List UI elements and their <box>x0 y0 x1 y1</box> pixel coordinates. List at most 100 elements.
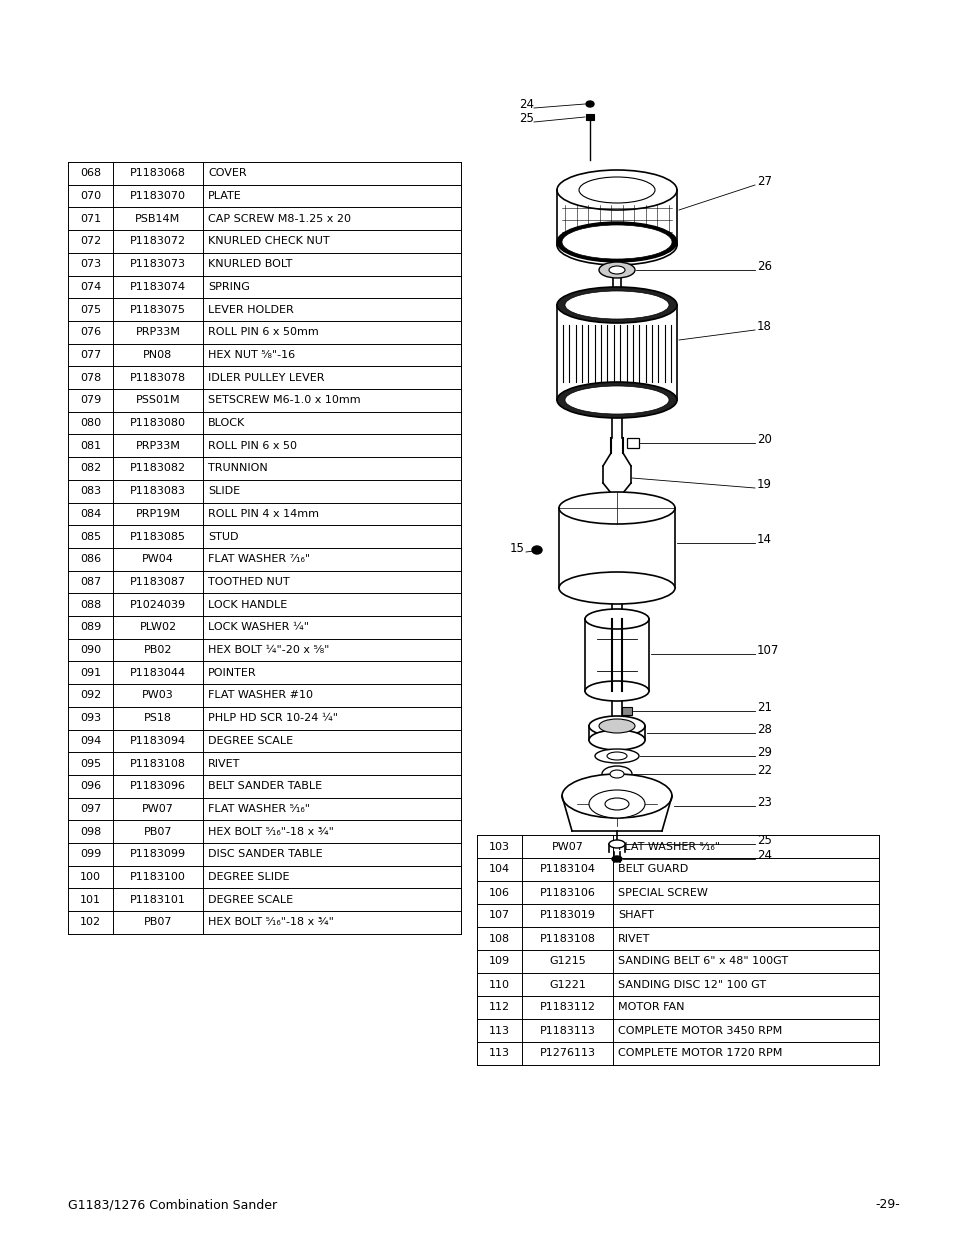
Bar <box>585 114 594 120</box>
Text: 113: 113 <box>489 1049 510 1058</box>
Text: P1183070: P1183070 <box>130 191 186 201</box>
Text: 072: 072 <box>80 236 101 247</box>
Ellipse shape <box>598 719 635 734</box>
Text: FLAT WASHER ⁷⁄₁₆": FLAT WASHER ⁷⁄₁₆" <box>208 555 310 564</box>
Ellipse shape <box>557 225 677 266</box>
Ellipse shape <box>588 730 644 750</box>
Text: P1183106: P1183106 <box>539 888 595 898</box>
Text: COMPLETE MOTOR 1720 RPM: COMPLETE MOTOR 1720 RPM <box>618 1049 781 1058</box>
Ellipse shape <box>588 716 644 736</box>
Text: 15: 15 <box>510 542 524 555</box>
Text: 103: 103 <box>489 841 510 851</box>
Text: 18: 18 <box>757 320 771 333</box>
Text: 075: 075 <box>80 305 101 315</box>
Text: PSS01M: PSS01M <box>135 395 180 405</box>
Text: 077: 077 <box>80 350 101 359</box>
Text: LEVER HOLDER: LEVER HOLDER <box>208 305 294 315</box>
Text: SANDING BELT 6" x 48" 100GT: SANDING BELT 6" x 48" 100GT <box>618 956 787 967</box>
Text: 25: 25 <box>757 834 771 847</box>
Text: P1183100: P1183100 <box>130 872 186 882</box>
Ellipse shape <box>561 225 671 259</box>
Text: COVER: COVER <box>208 168 247 178</box>
Text: PN08: PN08 <box>143 350 172 359</box>
Text: HEX BOLT ¼"-20 x ⁵⁄₈": HEX BOLT ¼"-20 x ⁵⁄₈" <box>208 645 329 655</box>
Text: IDLER PULLEY LEVER: IDLER PULLEY LEVER <box>208 373 324 383</box>
Text: P1183087: P1183087 <box>130 577 186 587</box>
Text: 093: 093 <box>80 713 101 724</box>
Text: PB07: PB07 <box>144 826 172 836</box>
Ellipse shape <box>598 262 635 278</box>
Text: 21: 21 <box>757 701 771 714</box>
Bar <box>626 438 639 448</box>
Text: G1183/1276 Combination Sander: G1183/1276 Combination Sander <box>68 1198 276 1212</box>
Text: 085: 085 <box>80 531 101 542</box>
Text: SPECIAL SCREW: SPECIAL SCREW <box>618 888 707 898</box>
Text: P1183074: P1183074 <box>130 282 186 291</box>
Text: 080: 080 <box>80 419 101 429</box>
Text: TOOTHED NUT: TOOTHED NUT <box>208 577 290 587</box>
Text: 24: 24 <box>518 98 534 111</box>
Text: PRP19M: PRP19M <box>135 509 180 519</box>
Text: DEGREE SCALE: DEGREE SCALE <box>208 894 293 905</box>
Text: 078: 078 <box>80 373 101 383</box>
Text: 22: 22 <box>757 764 771 777</box>
Text: P1183096: P1183096 <box>130 782 186 792</box>
Text: 076: 076 <box>80 327 101 337</box>
Ellipse shape <box>612 856 621 862</box>
Text: ROLL PIN 6 x 50: ROLL PIN 6 x 50 <box>208 441 296 451</box>
Text: KNURLED BOLT: KNURLED BOLT <box>208 259 292 269</box>
Text: LOCK WASHER ¼": LOCK WASHER ¼" <box>208 622 309 632</box>
Ellipse shape <box>606 752 626 760</box>
Text: HEX BOLT ⁵⁄₁₆"-18 x ¾": HEX BOLT ⁵⁄₁₆"-18 x ¾" <box>208 918 334 927</box>
Text: PLATE: PLATE <box>208 191 241 201</box>
Text: 107: 107 <box>757 643 779 657</box>
Ellipse shape <box>595 748 639 763</box>
Text: FLAT WASHER ⁵⁄₁₆": FLAT WASHER ⁵⁄₁₆" <box>618 841 720 851</box>
Text: P1183094: P1183094 <box>130 736 186 746</box>
Ellipse shape <box>558 492 675 524</box>
Text: 091: 091 <box>80 668 101 678</box>
Text: LOCK HANDLE: LOCK HANDLE <box>208 600 287 610</box>
Text: 20: 20 <box>757 433 771 446</box>
Text: 113: 113 <box>489 1025 510 1035</box>
Text: PW03: PW03 <box>142 690 173 700</box>
Text: 108: 108 <box>489 934 510 944</box>
Text: 074: 074 <box>80 282 101 291</box>
Text: 092: 092 <box>80 690 101 700</box>
Text: P1183104: P1183104 <box>539 864 595 874</box>
Ellipse shape <box>557 287 677 324</box>
Text: CAP SCREW M8-1.25 x 20: CAP SCREW M8-1.25 x 20 <box>208 214 351 224</box>
Ellipse shape <box>532 546 541 555</box>
Text: 081: 081 <box>80 441 101 451</box>
Text: 088: 088 <box>80 600 101 610</box>
Text: P1183019: P1183019 <box>539 910 595 920</box>
Text: 087: 087 <box>80 577 101 587</box>
Text: DEGREE SLIDE: DEGREE SLIDE <box>208 872 289 882</box>
Bar <box>621 706 631 715</box>
Text: 071: 071 <box>80 214 101 224</box>
Text: P1183073: P1183073 <box>130 259 186 269</box>
Text: 095: 095 <box>80 758 101 768</box>
Text: 24: 24 <box>757 848 771 862</box>
Text: 110: 110 <box>489 979 510 989</box>
Ellipse shape <box>564 387 668 414</box>
Text: 109: 109 <box>489 956 510 967</box>
Text: PRP33M: PRP33M <box>135 441 180 451</box>
Text: P1183099: P1183099 <box>130 850 186 860</box>
Text: P1183078: P1183078 <box>130 373 186 383</box>
Ellipse shape <box>601 766 631 782</box>
Text: ROLL PIN 6 x 50mm: ROLL PIN 6 x 50mm <box>208 327 318 337</box>
Ellipse shape <box>578 177 655 203</box>
Text: PW07: PW07 <box>142 804 173 814</box>
Text: 107: 107 <box>489 910 510 920</box>
Text: 089: 089 <box>80 622 101 632</box>
Text: 25: 25 <box>518 112 534 125</box>
Text: 068: 068 <box>80 168 101 178</box>
Text: BELT SANDER TABLE: BELT SANDER TABLE <box>208 782 322 792</box>
Text: 28: 28 <box>757 722 771 736</box>
Text: MOTOR FAN: MOTOR FAN <box>618 1003 684 1013</box>
Text: 101: 101 <box>80 894 101 905</box>
Text: 073: 073 <box>80 259 101 269</box>
Text: 23: 23 <box>757 797 771 809</box>
Text: BLOCK: BLOCK <box>208 419 245 429</box>
